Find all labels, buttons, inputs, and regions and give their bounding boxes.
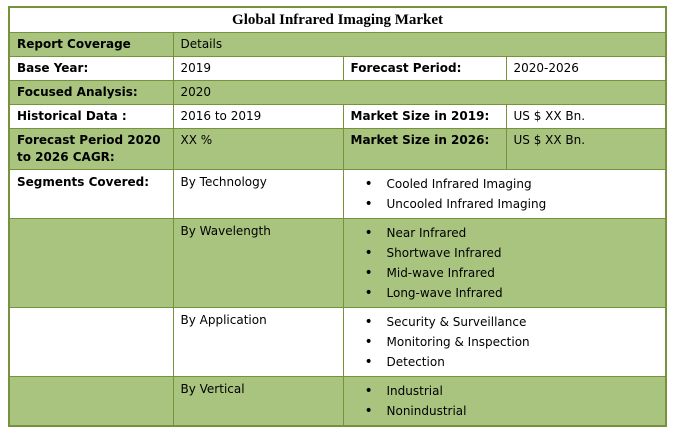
segment-group-wavelength: By Wavelength: [172, 218, 344, 308]
historical-data-label: Historical Data :: [8, 104, 174, 129]
forecast-cagr-label: Forecast Period 2020 to 2026 CAGR:: [8, 128, 174, 170]
historical-data-value: 2016 to 2019: [172, 104, 344, 129]
segment-group-technology: By Technology: [172, 169, 344, 219]
focused-analysis-row: Focused Analysis: 2020: [8, 80, 667, 105]
forecast-cagr-value: XX %: [172, 128, 344, 170]
segment-item: Mid-wave Infrared: [351, 263, 659, 283]
forecast-period-value: 2020-2026: [505, 56, 667, 81]
segment-item: Monitoring & Inspection: [351, 332, 659, 352]
forecast-period-label: Forecast Period:: [342, 56, 507, 81]
segments-empty-cell: [8, 218, 174, 308]
report-coverage-value: Details: [172, 32, 667, 57]
focused-analysis-label: Focused Analysis:: [8, 80, 174, 105]
segments-vertical-row: By Vertical Industrial Nonindustrial: [8, 376, 667, 427]
forecast-cagr-row: Forecast Period 2020 to 2026 CAGR: XX % …: [8, 128, 667, 170]
segment-group-vertical: By Vertical: [172, 376, 344, 427]
base-year-value: 2019: [172, 56, 344, 81]
base-year-label: Base Year:: [8, 56, 174, 81]
report-coverage-label: Report Coverage: [8, 32, 174, 57]
segment-items-vertical: Industrial Nonindustrial: [342, 376, 667, 427]
infrared-market-summary-table: Global Infrared Imaging Market Report Co…: [8, 6, 668, 427]
report-coverage-row: Report Coverage Details: [8, 32, 667, 57]
focused-analysis-value: 2020: [172, 80, 667, 105]
market-size-2019-value: US $ XX Bn.: [505, 104, 667, 129]
segments-empty-cell: [8, 307, 174, 377]
table-title-row: Global Infrared Imaging Market: [8, 6, 667, 33]
segment-group-application: By Application: [172, 307, 344, 377]
segments-empty-cell: [8, 376, 174, 427]
segments-application-row: By Application Security & Surveillance M…: [8, 307, 667, 377]
segment-item: Nonindustrial: [351, 401, 659, 421]
segment-item: Detection: [351, 352, 659, 372]
segment-item: Near Infrared: [351, 223, 659, 243]
base-year-row: Base Year: 2019 Forecast Period: 2020-20…: [8, 56, 667, 81]
bullet-list: Cooled Infrared Imaging Uncooled Infrare…: [351, 174, 659, 214]
segment-item: Security & Surveillance: [351, 312, 659, 332]
segment-items-technology: Cooled Infrared Imaging Uncooled Infrare…: [342, 169, 667, 219]
segment-item: Uncooled Infrared Imaging: [351, 194, 659, 214]
segments-covered-label: Segments Covered:: [8, 169, 174, 219]
market-size-2019-label: Market Size in 2019:: [342, 104, 507, 129]
segment-item: Shortwave Infrared: [351, 243, 659, 263]
bullet-list: Near Infrared Shortwave Infrared Mid-wav…: [351, 223, 659, 303]
market-size-2026-value: US $ XX Bn.: [505, 128, 667, 170]
segment-item: Industrial: [351, 381, 659, 401]
segment-item: Cooled Infrared Imaging: [351, 174, 659, 194]
historical-data-row: Historical Data : 2016 to 2019 Market Si…: [8, 104, 667, 129]
table-title: Global Infrared Imaging Market: [8, 6, 667, 33]
segment-items-application: Security & Surveillance Monitoring & Ins…: [342, 307, 667, 377]
segments-wavelength-row: By Wavelength Near Infrared Shortwave In…: [8, 218, 667, 308]
segment-items-wavelength: Near Infrared Shortwave Infrared Mid-wav…: [342, 218, 667, 308]
bullet-list: Industrial Nonindustrial: [351, 381, 659, 421]
segment-item: Long-wave Infrared: [351, 283, 659, 303]
bullet-list: Security & Surveillance Monitoring & Ins…: [351, 312, 659, 372]
segments-technology-row: Segments Covered: By Technology Cooled I…: [8, 169, 667, 219]
market-size-2026-label: Market Size in 2026:: [342, 128, 507, 170]
